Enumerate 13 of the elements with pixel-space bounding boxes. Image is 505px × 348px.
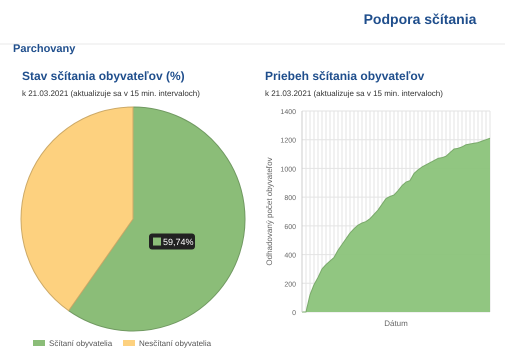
pie-slice — [20, 106, 134, 312]
chart-title: Stav sčítania obyvateľov (%) — [22, 69, 185, 83]
chart-subtitle: k 21.03.2021 (aktualizuje sa v 15 min. intervaloch) — [22, 89, 200, 98]
x-axis-title: Dátum — [384, 319, 408, 328]
text: Podpora sčítania — [364, 11, 477, 27]
legend-label: Nesčítaní obyvatelia — [139, 339, 212, 348]
chart-subtitle: k 21.03.2021 (aktualizuje sa v 15 min. intervaloch) — [265, 89, 444, 98]
data-label: 59,74% — [163, 237, 194, 248]
y-axis-title: Odhadovaný počet obyvateľov — [265, 157, 274, 266]
pie-slice — [68, 106, 246, 332]
text: Parchovany — [13, 43, 76, 55]
legend-label: Sčítaní obyvatelia — [49, 339, 113, 348]
chart-title: Priebeh sčítania obyvateľov — [265, 69, 425, 83]
